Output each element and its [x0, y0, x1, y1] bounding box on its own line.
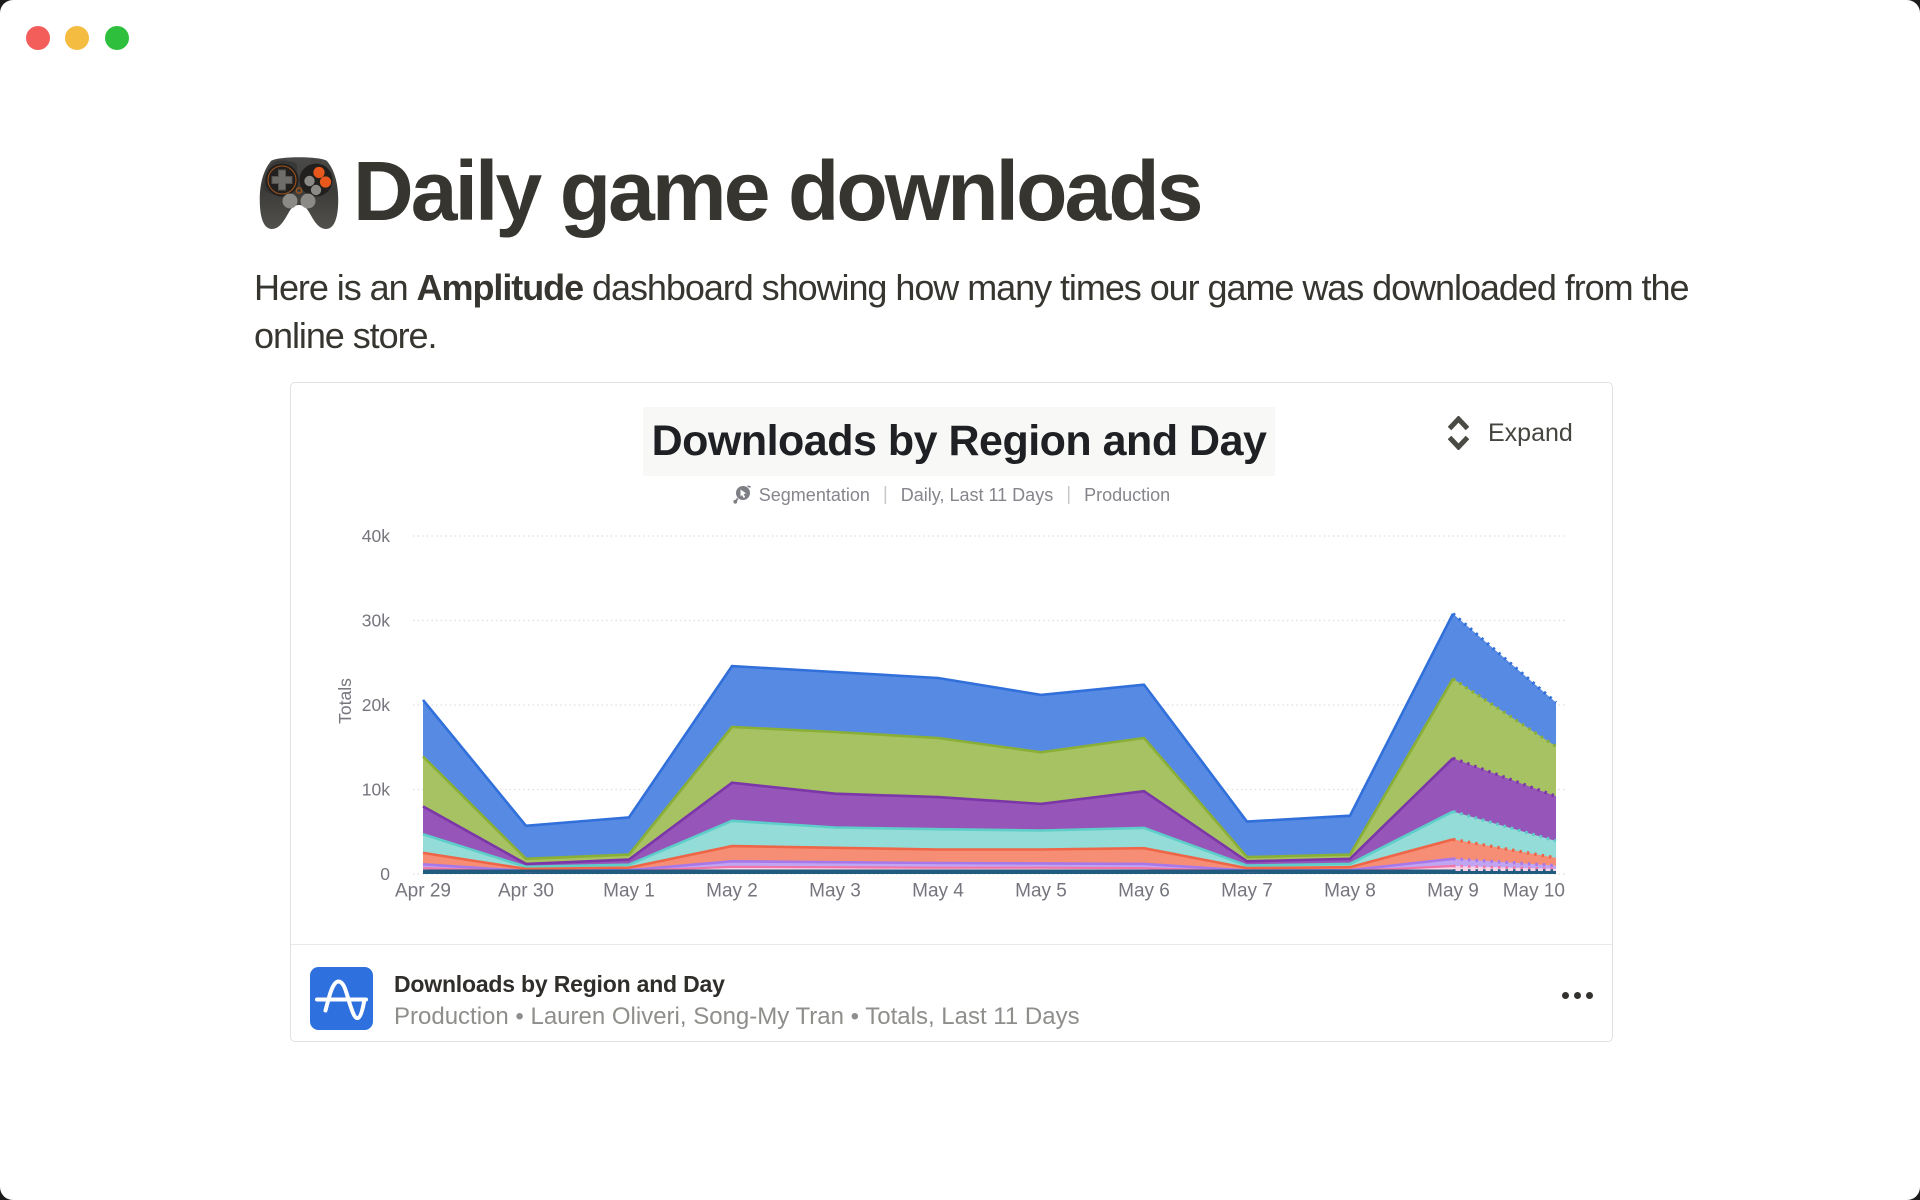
- svg-text:10k: 10k: [362, 780, 390, 800]
- svg-text:40k: 40k: [362, 526, 390, 546]
- svg-text:30k: 30k: [362, 611, 390, 631]
- svg-text:Totals: Totals: [335, 678, 355, 724]
- svg-text:May 4: May 4: [912, 881, 964, 902]
- svg-text:May 3: May 3: [809, 881, 861, 902]
- svg-text:0: 0: [380, 864, 390, 884]
- svg-text:May 10: May 10: [1503, 881, 1565, 902]
- svg-text:May 9: May 9: [1427, 881, 1479, 902]
- svg-text:Apr 30: Apr 30: [498, 881, 554, 902]
- svg-text:Apr 29: Apr 29: [395, 881, 451, 902]
- svg-text:20k: 20k: [362, 695, 390, 715]
- svg-text:May 8: May 8: [1324, 881, 1376, 902]
- svg-text:May 6: May 6: [1118, 881, 1170, 902]
- svg-text:May 7: May 7: [1221, 881, 1273, 902]
- svg-text:May 1: May 1: [603, 881, 655, 902]
- svg-text:May 5: May 5: [1015, 881, 1067, 902]
- svg-text:May 2: May 2: [706, 881, 758, 902]
